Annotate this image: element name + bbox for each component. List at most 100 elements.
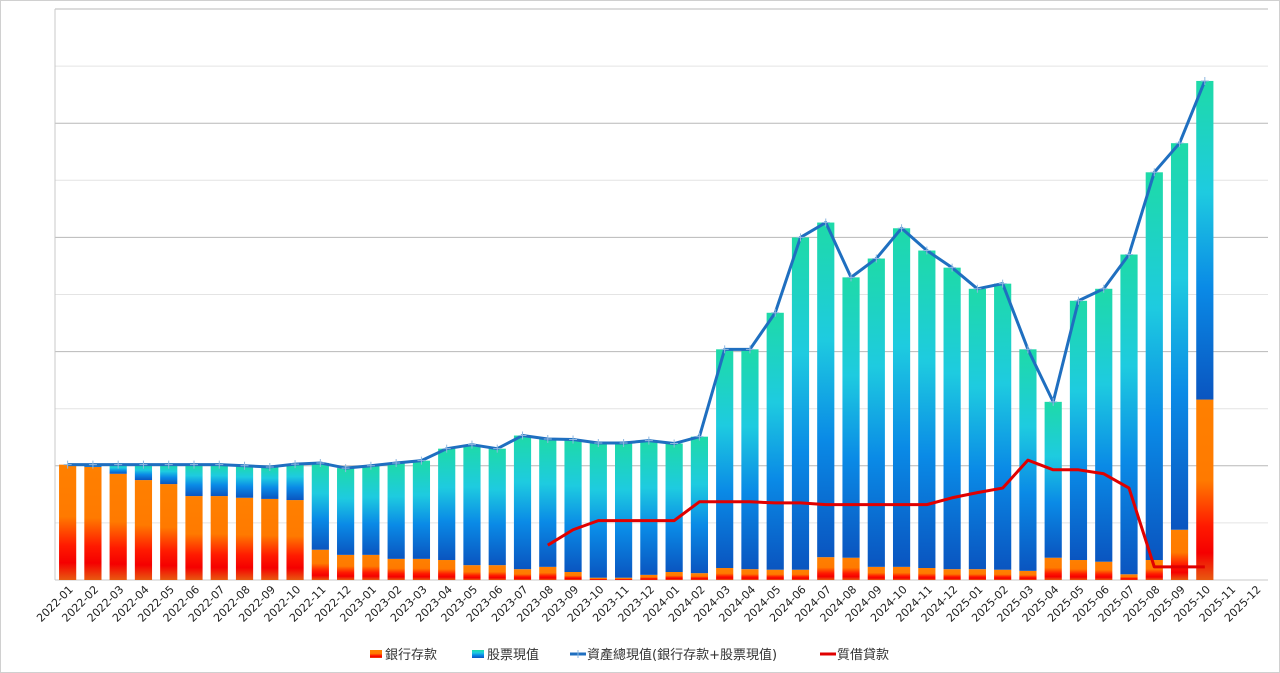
bar-stock-value [387, 462, 405, 559]
total-assets-marker [644, 436, 653, 445]
bar-stock-value [615, 442, 633, 578]
bar-bank-deposit [892, 566, 911, 580]
bar-stock-value [235, 465, 254, 498]
bar-stock-value [1145, 172, 1163, 561]
bar-bank-deposit [160, 484, 178, 580]
bar-bank-deposit [84, 466, 102, 580]
bar-bank-deposit [438, 560, 456, 580]
bar-stock-value [210, 464, 228, 497]
bar-bank-deposit [766, 569, 784, 580]
total-assets-marker [847, 273, 856, 282]
total-assets-marker [543, 434, 552, 443]
bar-bank-deposit [994, 569, 1012, 580]
bar-bank-deposit [362, 554, 380, 580]
bar-stock-value [1196, 80, 1214, 400]
bar-stock-value [185, 464, 203, 497]
bar-stock-value [513, 435, 532, 570]
total-assets-marker [1023, 345, 1032, 354]
bar-stock-value [994, 283, 1012, 570]
total-assets-marker [88, 460, 97, 469]
bar-stock-value [943, 267, 961, 570]
total-assets-marker [670, 439, 679, 448]
bar-bank-deposit [1095, 561, 1113, 580]
total-assets-marker [316, 458, 325, 467]
bar-bank-deposit [513, 569, 532, 580]
bar-stock-value [564, 439, 582, 573]
bar-bank-deposit [1044, 557, 1062, 580]
bar-stock-value [160, 464, 178, 485]
bar-stock-value [640, 440, 658, 575]
total-assets-marker [215, 460, 224, 469]
bar-bank-deposit [261, 498, 279, 580]
total-assets-marker [114, 460, 123, 469]
bar-stock-value [362, 465, 380, 555]
line-total-assets [67, 80, 1207, 470]
total-assets-marker [771, 308, 780, 317]
bar-stock-value [589, 442, 607, 578]
total-assets-marker [594, 438, 603, 447]
bar-stock-value [412, 460, 431, 559]
bar-bank-deposit [741, 569, 759, 580]
bar-bank-deposit [1120, 574, 1138, 580]
bar-bank-deposit [615, 577, 633, 580]
bar-bank-deposit [842, 557, 860, 580]
legend-label: 股票現值 [487, 647, 539, 663]
bar-bank-deposit [134, 480, 153, 580]
total-assets-marker [695, 432, 704, 441]
bar-stock-value [867, 258, 885, 567]
bar-bank-deposit [943, 569, 961, 580]
legend-label: 銀行存款 [385, 648, 437, 663]
total-assets-marker [164, 460, 173, 469]
bar-bank-deposit [690, 573, 708, 580]
bar-bank-deposit [817, 557, 835, 580]
total-assets-marker [1099, 284, 1108, 293]
bar-stock-value [791, 237, 810, 570]
bar-bank-deposit [791, 569, 810, 580]
bar-bank-deposit [640, 574, 658, 580]
bar-bank-deposit [968, 569, 986, 580]
total-assets-marker [392, 458, 401, 467]
total-assets-marker [417, 456, 426, 465]
bar-stock-value [438, 448, 456, 561]
total-assets-marker [1125, 250, 1134, 259]
bar-bank-deposit [412, 558, 431, 580]
bar-bank-deposit [1069, 560, 1088, 580]
legend-label: 質借貸款 [837, 647, 889, 663]
bar-stock-value [1120, 254, 1138, 575]
line-pledge-loan [546, 458, 1205, 569]
bar-bank-deposit [1196, 399, 1214, 580]
total-assets-marker [1175, 139, 1184, 148]
bar-stock-value [261, 466, 279, 499]
total-assets-marker [973, 284, 982, 293]
bar-bank-deposit [210, 496, 228, 580]
bar-stock-value [286, 464, 304, 501]
total-assets-marker [366, 461, 375, 470]
bar-stock-value [716, 349, 734, 569]
total-assets-marker [1049, 397, 1058, 406]
bar-bank-deposit [286, 500, 304, 580]
legend-swatch-1 [472, 650, 484, 658]
bar-bank-deposit [1019, 570, 1037, 580]
bar-stock-value [842, 277, 860, 558]
total-assets-marker [1200, 76, 1209, 85]
total-assets-marker [796, 233, 805, 242]
total-assets-marker [341, 464, 350, 473]
total-assets-marker [139, 460, 148, 469]
bar-bank-deposit [1170, 529, 1189, 580]
total-assets-marker [821, 218, 830, 227]
bar-bank-deposit [1145, 560, 1163, 580]
total-assets-marker [265, 462, 274, 471]
bar-bank-deposit [564, 572, 582, 580]
total-assets-marker [1150, 168, 1159, 177]
total-assets-marker [619, 438, 628, 447]
legend-swatch-0 [370, 650, 382, 658]
bar-stock-value [488, 448, 506, 566]
total-assets-marker [745, 345, 754, 354]
bar-stock-value [463, 444, 481, 566]
bar-stock-value [892, 228, 911, 567]
bar-bank-deposit [488, 565, 506, 580]
bar-stock-value [134, 464, 153, 481]
bar-stock-value [1044, 401, 1062, 558]
bar-bank-deposit [867, 566, 885, 580]
